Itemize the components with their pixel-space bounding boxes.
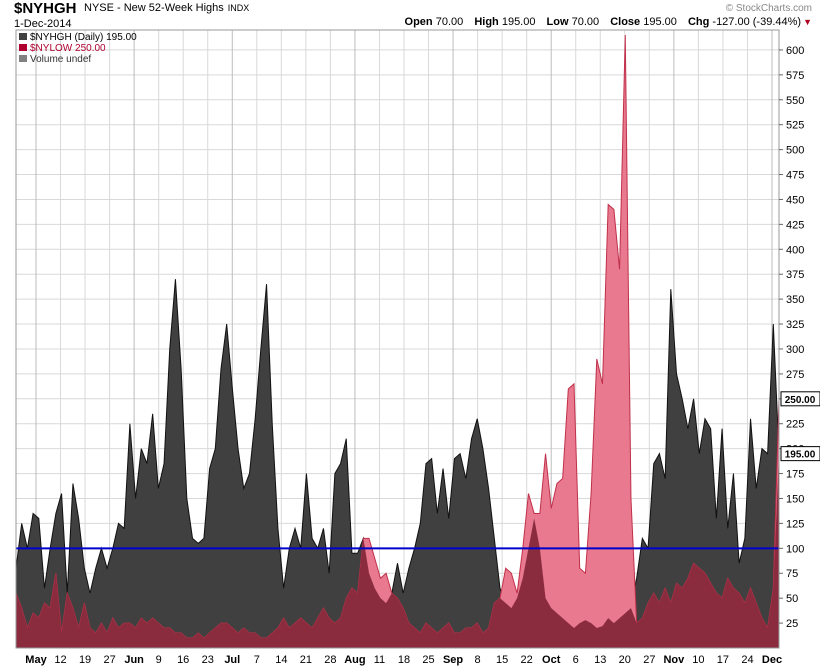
area-overlap — [16, 453, 779, 648]
legend-lows: $NYLOW 250.00 — [30, 43, 106, 54]
x-tick-label: 6 — [573, 654, 579, 666]
x-tick-label: Sep — [443, 654, 463, 666]
x-tick-label: 21 — [300, 654, 312, 666]
x-tick-label: 12 — [54, 654, 66, 666]
x-tick-label: 22 — [521, 654, 533, 666]
x-tick-label: 23 — [202, 654, 214, 666]
y-tick-label: 550 — [786, 95, 804, 107]
chg-label: Chg — [687, 16, 710, 28]
symbol-description: NYSE - New 52-Week Highs INDX — [84, 2, 249, 14]
y-tick-label: 350 — [786, 294, 804, 306]
x-tick-label: Dec — [762, 654, 782, 666]
y-tick-label: 175 — [786, 469, 804, 481]
y-tick-label: 475 — [786, 170, 804, 182]
value-flags: 250.00 195.00 — [780, 391, 820, 462]
x-tick-label: 18 — [398, 654, 410, 666]
line-highs — [15, 279, 780, 629]
x-tick-label: 24 — [741, 654, 753, 666]
description-text: NYSE - New 52-Week Highs — [84, 2, 224, 14]
symbol-type: INDX — [227, 3, 250, 13]
y-tick-label: 600 — [786, 45, 804, 57]
x-tick-label: Aug — [344, 654, 365, 666]
value-flag-label: 250.00 — [785, 395, 816, 406]
y-tick-label: 400 — [786, 244, 804, 256]
legend-swatch-lows — [19, 44, 27, 51]
brand-logo: © StockCharts.com — [725, 3, 812, 14]
y-tick-label: 125 — [786, 518, 804, 530]
y-tick-label: 150 — [786, 493, 804, 505]
legend-highs: $NYHGH (Daily) 195.00 — [30, 32, 137, 43]
open-label: Open — [404, 16, 433, 28]
close-value: 195.00 — [643, 16, 677, 28]
y-tick-label: 25 — [786, 618, 798, 630]
y-tick-label: 75 — [786, 568, 798, 580]
x-tick-label: 14 — [275, 654, 287, 666]
x-tick-label: 9 — [156, 654, 162, 666]
low-value: 70.00 — [571, 16, 600, 28]
legend-swatch-volume — [19, 55, 27, 62]
x-tick-label: May — [25, 654, 47, 666]
x-tick-label: 8 — [475, 654, 481, 666]
x-tick-label: 17 — [717, 654, 729, 666]
x-tick-label: Oct — [542, 654, 561, 666]
x-tick-label: Jun — [124, 654, 144, 666]
y-tick-label: 575 — [786, 70, 804, 82]
x-tick-label: 25 — [422, 654, 434, 666]
symbol-title: $NYHGH — [14, 0, 77, 17]
quote-summary: Open 70.00 High 195.00 Low 70.00 Close 1… — [397, 16, 812, 28]
low-label: Low — [546, 16, 569, 28]
x-tick-label: 7 — [254, 654, 260, 666]
y-tick-label: 275 — [786, 369, 804, 381]
y-tick-label: 425 — [786, 219, 804, 231]
value-flag-box — [780, 391, 820, 407]
chg-value: -127.00 (-39.44%) — [712, 16, 802, 28]
series-areas — [15, 34, 780, 649]
open-value: 70.00 — [435, 16, 464, 28]
y-axis: 2550751001251501752002252502753003253503… — [779, 45, 804, 630]
y-tick-label: 50 — [786, 593, 798, 605]
y-tick-label: 450 — [786, 194, 804, 206]
y-tick-label: 325 — [786, 319, 804, 331]
area-highs — [16, 279, 779, 648]
y-tick-label: 525 — [786, 120, 804, 132]
x-tick-label: 10 — [692, 654, 704, 666]
chart-date: 1-Dec-2014 — [14, 18, 72, 30]
y-tick-label: 300 — [786, 344, 804, 356]
y-tick-label: 100 — [786, 543, 804, 555]
y-tick-label: 375 — [786, 269, 804, 281]
value-flag-box — [780, 446, 820, 462]
x-tick-label: 19 — [79, 654, 91, 666]
chart-legend: $NYHGH (Daily) 195.00 $NYLOW 250.00 Volu… — [19, 32, 137, 65]
x-tick-label: Jul — [224, 654, 240, 666]
legend-swatch-highs — [19, 33, 27, 40]
y-tick-label: 225 — [786, 419, 804, 431]
high-value: 195.00 — [501, 16, 536, 28]
value-flag-label: 195.00 — [785, 450, 816, 461]
x-tick-label: Nov — [663, 654, 685, 666]
x-axis: May 12 19 27 Jun 9 16 23 Jul 7 14 21 28 Aug 11 18 25 Sep 8… — [25, 654, 782, 666]
x-tick-label: 28 — [324, 654, 336, 666]
x-tick-label: 27 — [643, 654, 655, 666]
high-label: High — [474, 16, 499, 28]
legend-volume: Volume undef — [30, 54, 91, 65]
y-tick-label: 500 — [786, 145, 804, 157]
close-label: Close — [610, 16, 641, 28]
x-tick-label: 13 — [594, 654, 606, 666]
chart-header: $NYHGH NYSE - New 52-Week Highs INDX 1-De… — [0, 0, 820, 30]
plot-frame — [15, 29, 780, 649]
x-tick-label: 11 — [374, 654, 385, 666]
x-tick-label: 16 — [177, 654, 189, 666]
down-triangle-icon: ▼ — [803, 17, 812, 27]
x-tick-label: 15 — [496, 654, 508, 666]
x-tick-label: 27 — [103, 654, 115, 666]
x-tick-label: 20 — [619, 654, 631, 666]
